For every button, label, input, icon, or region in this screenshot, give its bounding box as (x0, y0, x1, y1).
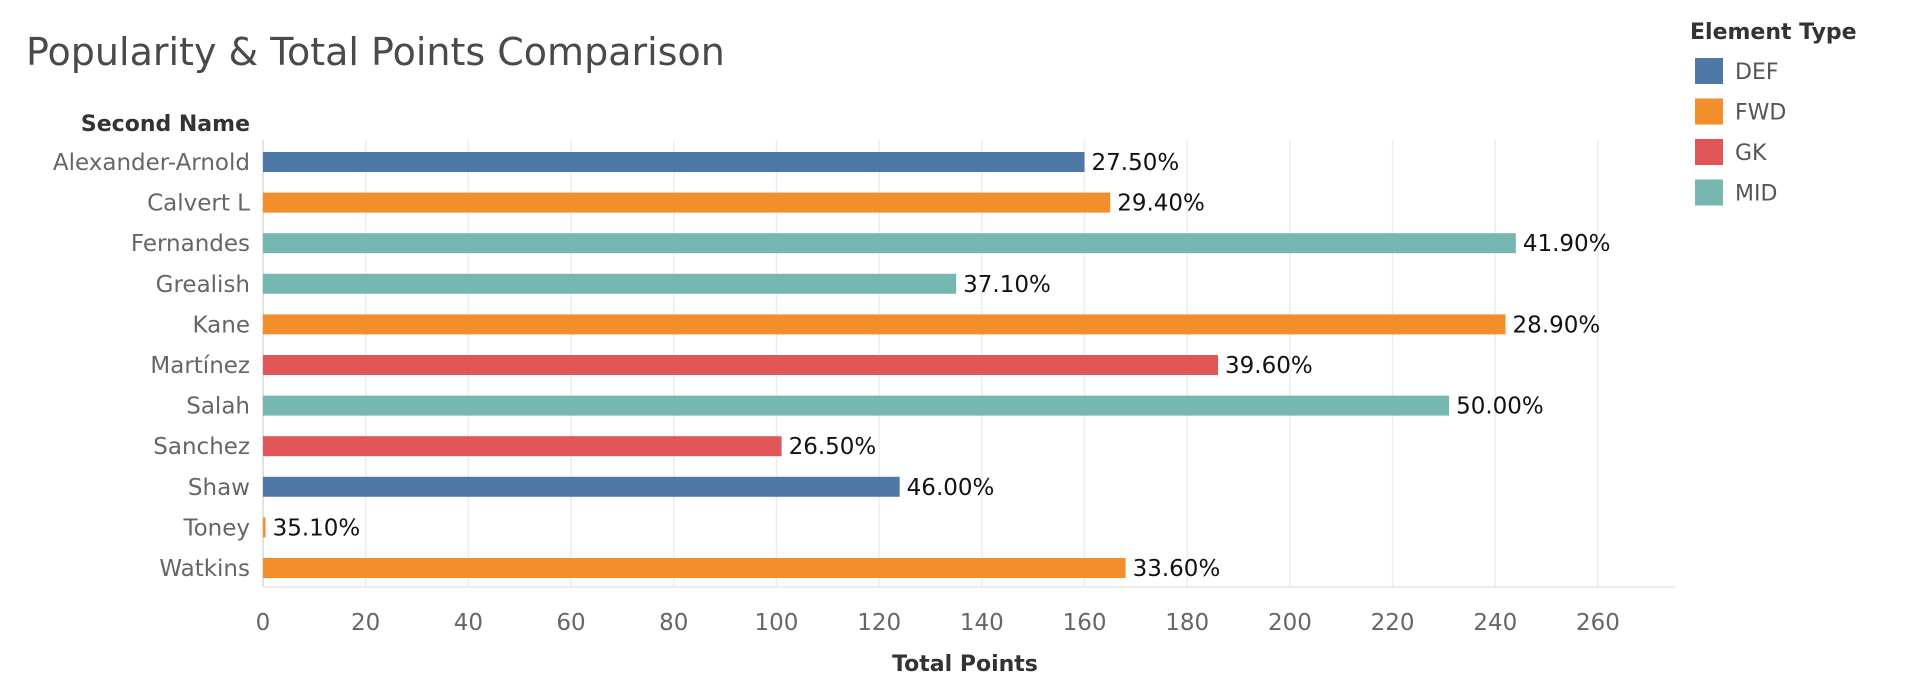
row-axis-heading: Second Name (81, 112, 250, 137)
x-tick-label: 260 (1576, 610, 1620, 636)
legend-items[interactable]: DEF FWD GK MID (1695, 58, 1786, 207)
category-label: Toney (182, 515, 250, 541)
legend-label: GK (1735, 141, 1767, 166)
legend-swatch (1695, 139, 1723, 165)
legend-swatch (1695, 58, 1723, 84)
category-label: Alexander-Arnold (53, 150, 250, 176)
data-labels-layer: 27.50% 29.40% 41.90% 37.10% 28.90% 39.60% 50.0… (273, 150, 1611, 582)
data-label: 41.90% (1523, 231, 1611, 257)
data-label: 50.00% (1456, 394, 1544, 420)
legend-label: FWD (1735, 101, 1786, 126)
category-label: Martínez (150, 353, 250, 379)
x-tick-label: 240 (1473, 610, 1517, 636)
x-tick-label: 120 (857, 610, 901, 636)
bar (263, 273, 957, 294)
x-tick-label: 140 (960, 610, 1004, 636)
x-tick-label: 100 (755, 610, 799, 636)
legend-swatch (1695, 179, 1723, 206)
data-label: 39.60% (1225, 353, 1313, 379)
data-label: 27.50% (1092, 150, 1180, 176)
legend-item-fwd[interactable]: FWD (1695, 98, 1786, 126)
data-label: 46.00% (907, 475, 995, 501)
legend-label: DEF (1735, 60, 1779, 85)
legend[interactable]: Element Type DEF FWD GK MID (1690, 20, 1857, 207)
legend-swatch (1695, 98, 1723, 125)
bar (263, 517, 266, 538)
x-tick-label: 200 (1268, 610, 1312, 636)
category-label: Calvert L (147, 191, 250, 217)
bar (263, 152, 1085, 172)
category-label: Salah (186, 394, 250, 420)
bar (263, 192, 1111, 213)
data-label: 28.90% (1513, 312, 1601, 338)
bar (263, 558, 1126, 578)
category-label: Watkins (159, 556, 250, 582)
x-tick-label: 20 (351, 610, 380, 636)
x-tick-label: 160 (1063, 610, 1107, 636)
data-label: 26.50% (789, 434, 877, 460)
x-tick-label: 220 (1371, 610, 1415, 636)
x-tick-label: 40 (454, 610, 483, 636)
legend-item-def[interactable]: DEF (1695, 58, 1779, 85)
x-tick-label: 60 (556, 610, 585, 636)
bar (263, 314, 1506, 335)
x-axis-title: Total Points (892, 652, 1038, 677)
x-tick-label: 80 (659, 610, 688, 636)
x-tick-label: 180 (1165, 610, 1209, 636)
category-label: Grealish (156, 272, 250, 298)
legend-item-gk[interactable]: GK (1695, 139, 1767, 166)
category-label: Kane (193, 312, 251, 338)
legend-title: Element Type (1690, 20, 1857, 45)
data-label: 29.40% (1117, 191, 1205, 217)
chart-title: Popularity & Total Points Comparison (26, 30, 725, 74)
x-axis-ticks: 0 20 40 60 80 100 120 140 160 180 200 220 240 260 (256, 610, 1620, 636)
category-label: Fernandes (131, 231, 250, 257)
data-label: 33.60% (1133, 556, 1221, 582)
data-label: 35.10% (273, 515, 361, 541)
category-labels-layer: Alexander-Arnold Calvert L Fernandes Greali… (53, 150, 250, 582)
category-label: Shaw (188, 475, 250, 501)
bar (263, 476, 900, 497)
category-label: Sanchez (153, 434, 250, 460)
x-tick-label: 0 (256, 610, 271, 636)
bar (263, 233, 1516, 254)
legend-label: MID (1735, 182, 1777, 207)
legend-item-mid[interactable]: MID (1695, 179, 1777, 207)
bar (263, 436, 782, 457)
bar (263, 355, 1219, 375)
bar (263, 395, 1450, 416)
data-label: 37.10% (963, 272, 1051, 298)
bars-layer (263, 152, 1516, 578)
